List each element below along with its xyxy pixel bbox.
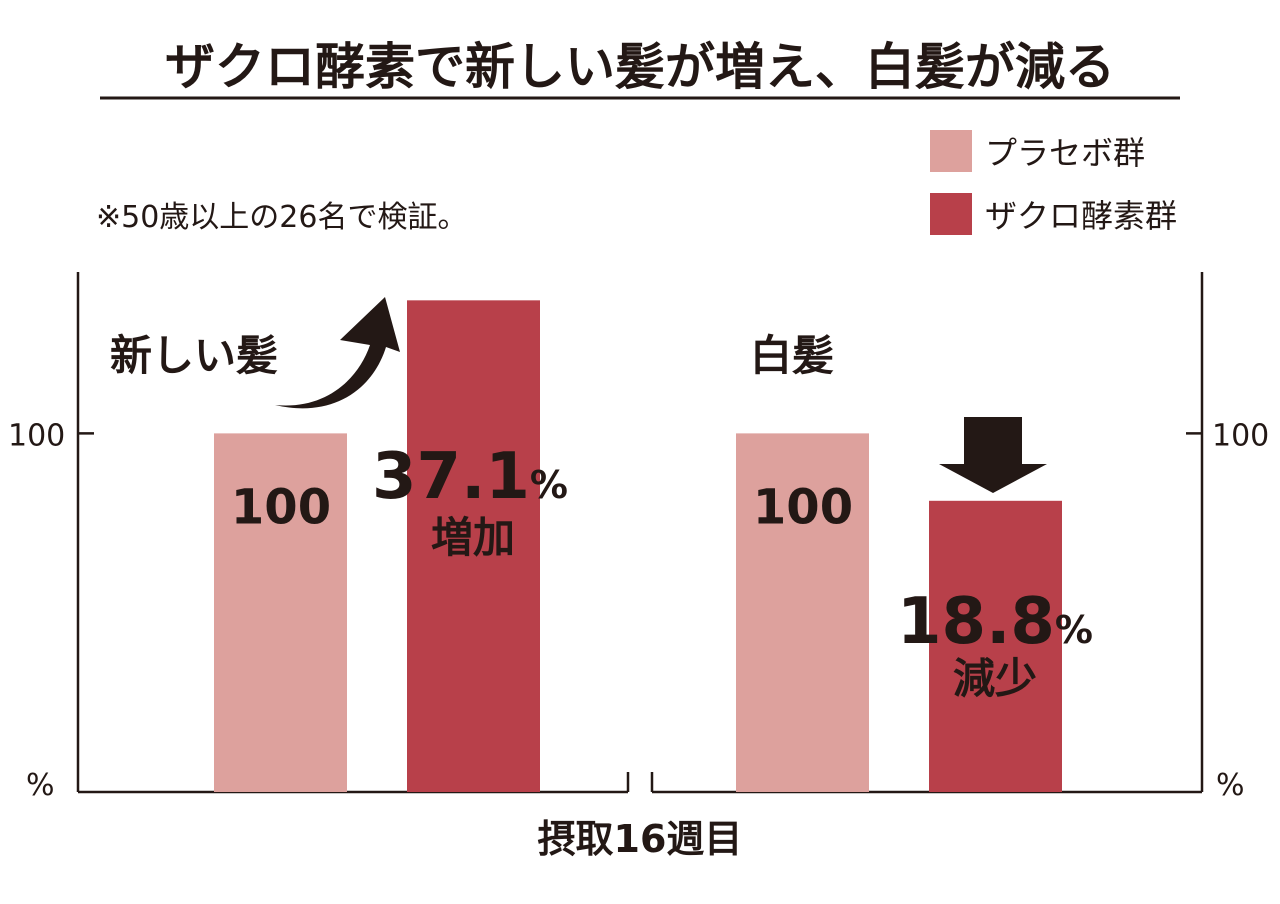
change-value-white-hair: 18.8 [897,585,1055,659]
study-note: ※50歳以上の26名で検証。 [96,200,467,235]
panel-label-new-hair: 新しい髪 [110,331,278,380]
change-callout-new-hair: 37.1% [372,440,568,514]
legend-label-pomegranate: ザクロ酵素群 [985,197,1177,235]
x-axis-label: 摂取16週目 [538,817,743,861]
panel-white-hair: 白髪 100 18.8% 減少 [736,331,1093,792]
curved-up-arrow-icon [275,297,400,409]
right-y-unit: % [1216,768,1245,803]
legend-swatch-pomegranate [930,193,972,235]
bar-new-hair-pomegranate [407,300,540,792]
chart-title: ザクロ酵素で新しい髪が増え、白髪が減る [165,38,1115,96]
bar-white-hair-pomegranate [929,500,1062,792]
bar-white-hair-placebo [736,433,869,792]
legend-label-placebo: プラセボ群 [985,134,1145,172]
bar-value-new-hair-placebo: 100 [231,479,331,535]
bar-value-white-hair-placebo: 100 [753,479,853,535]
left-y-unit: % [26,768,55,803]
legend-swatch-placebo [930,130,972,172]
right-y-tick-label: 100 [1212,418,1269,453]
change-text-new-hair: 増加 [431,513,515,562]
left-y-tick-label: 100 [8,418,65,453]
panel-new-hair: 新しい髪 100 37.1% 増加 [110,297,568,792]
change-unit-white-hair: % [1055,608,1093,652]
legend: プラセボ群 ザクロ酵素群 [930,130,1177,235]
change-unit-new-hair: % [530,463,568,507]
change-callout-white-hair: 18.8% [897,585,1093,659]
down-arrow-icon [939,417,1047,493]
change-value-new-hair: 37.1 [372,440,530,514]
bar-new-hair-placebo [214,433,347,792]
panel-label-white-hair: 白髪 [750,331,834,380]
change-text-white-hair: 減少 [953,654,1037,703]
